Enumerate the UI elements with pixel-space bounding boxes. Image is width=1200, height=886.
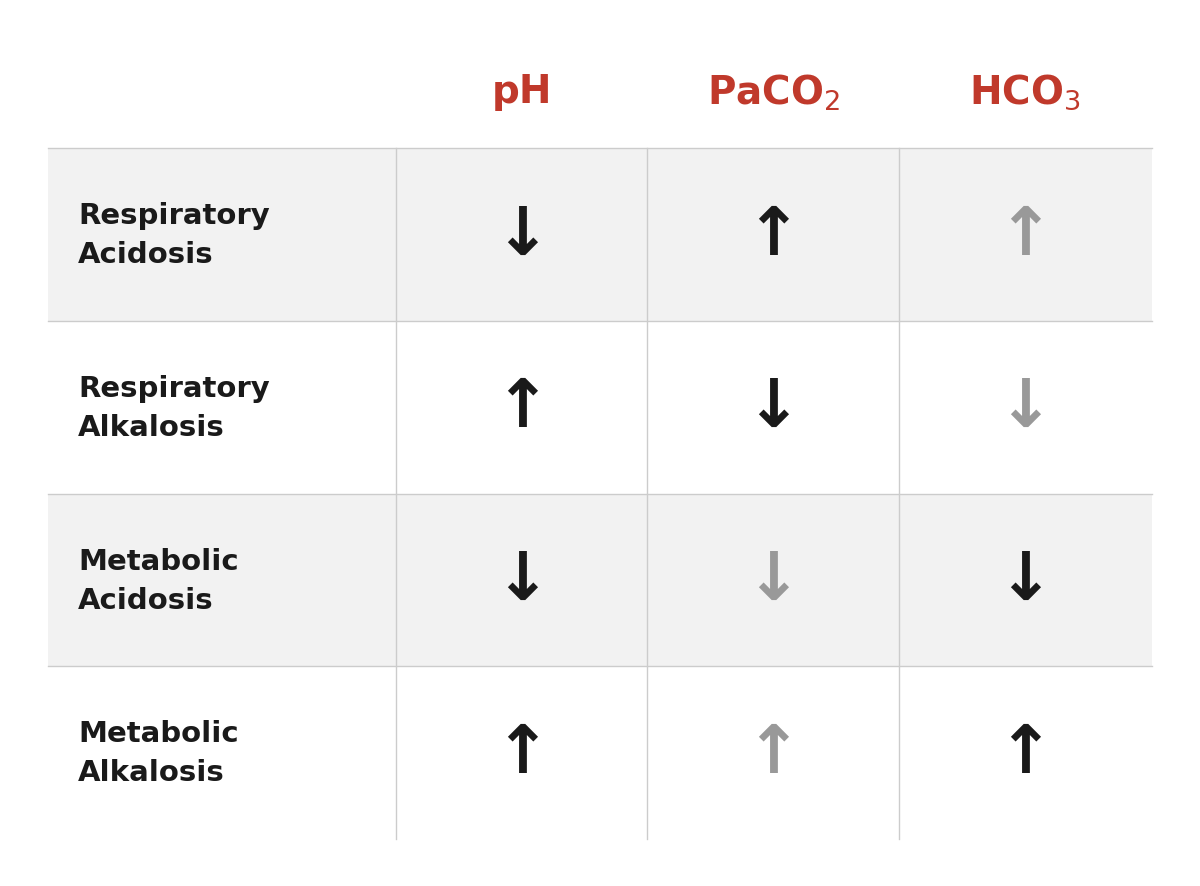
Text: ↑: ↑ xyxy=(493,375,550,441)
Text: Metabolic
Alkalosis: Metabolic Alkalosis xyxy=(78,719,239,787)
Text: HCO$_3$: HCO$_3$ xyxy=(970,73,1081,112)
Text: ↑: ↑ xyxy=(745,720,802,786)
Text: Metabolic
Acidosis: Metabolic Acidosis xyxy=(78,547,239,614)
Text: ↓: ↓ xyxy=(745,375,802,441)
Text: ↑: ↑ xyxy=(745,202,802,268)
Text: ↑: ↑ xyxy=(997,202,1052,268)
Text: PaCO$_2$: PaCO$_2$ xyxy=(707,72,840,113)
Bar xyxy=(48,322,1152,494)
Text: Respiratory
Alkalosis: Respiratory Alkalosis xyxy=(78,375,270,441)
Text: ↑: ↑ xyxy=(493,720,550,786)
Text: ↓: ↓ xyxy=(493,202,550,268)
Bar xyxy=(48,494,1152,666)
Text: ↓: ↓ xyxy=(745,548,802,613)
Text: ↑: ↑ xyxy=(997,720,1052,786)
Text: ↓: ↓ xyxy=(997,548,1052,613)
Bar xyxy=(48,666,1152,839)
Text: Respiratory
Acidosis: Respiratory Acidosis xyxy=(78,202,270,268)
Text: ↓: ↓ xyxy=(493,548,550,613)
Bar xyxy=(48,149,1152,322)
Text: pH: pH xyxy=(491,74,552,112)
Text: ↓: ↓ xyxy=(997,375,1052,441)
